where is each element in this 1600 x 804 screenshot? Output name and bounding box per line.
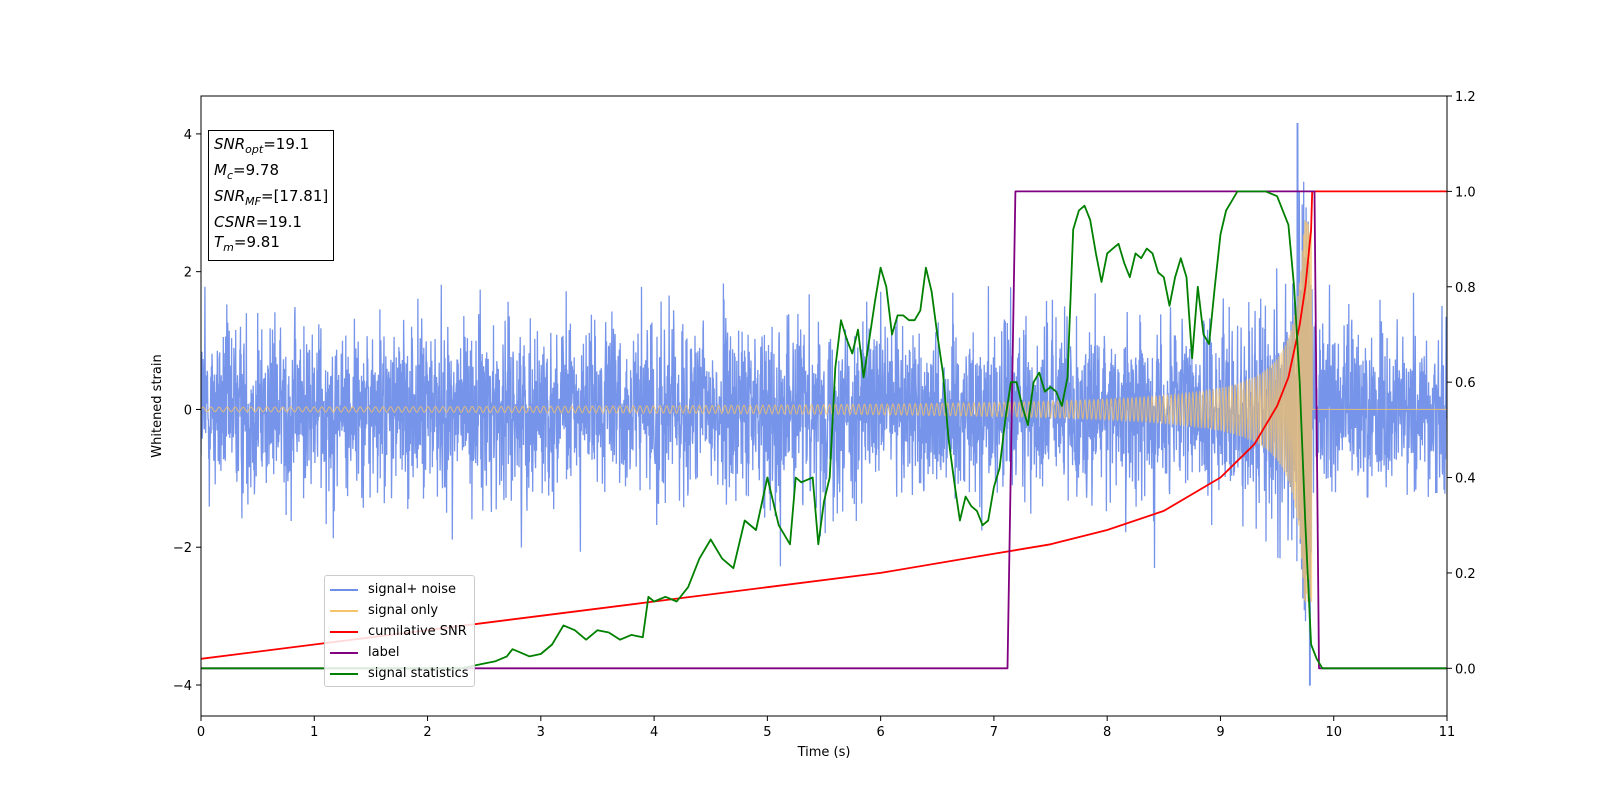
info-tm-symbol: T (214, 233, 224, 251)
x-tick-label: 4 (650, 725, 658, 740)
info-snr-opt: SNRopt=19.1 (214, 134, 328, 160)
y-tick-label: −2 (173, 541, 192, 556)
info-tm-value: =9.81 (233, 233, 280, 251)
legend-swatch-label (330, 651, 358, 654)
legend-item-signal-statistics: signal statistics (330, 663, 469, 684)
legend-swatch-signal-only (330, 609, 358, 612)
y-tick-label: 0 (184, 403, 192, 418)
y2-tick-label: 1.0 (1455, 185, 1476, 200)
y-tick-label: 4 (184, 128, 192, 143)
x-tick-label: 2 (423, 725, 431, 740)
info-snr-mf-value: =[17.81] (261, 187, 329, 205)
info-csnr: CSNR=19.1 (214, 212, 328, 232)
info-snr-mf-symbol: SNR (214, 187, 246, 205)
y2-tick-label: 0.6 (1455, 376, 1476, 391)
x-tick-label: 7 (990, 725, 998, 740)
x-tick-label: 10 (1325, 725, 1342, 740)
info-mc-sub: c (226, 169, 234, 182)
legend-swatch-cumulative-snr (330, 630, 358, 633)
legend-swatch-signal-noise (330, 588, 358, 591)
legend-item-signal-only: signal only (330, 600, 469, 621)
info-tm: Tm=9.81 (214, 232, 328, 258)
x-tick-label: 11 (1439, 725, 1456, 740)
x-tick-label: 5 (763, 725, 771, 740)
info-mc-symbol: M (214, 161, 227, 179)
y-axis-label: Whitened strain (150, 354, 165, 457)
legend: signal+ noise signal only cumilative SNR… (324, 575, 475, 687)
x-axis-label: Time (s) (797, 745, 851, 760)
y2-tick-label: 0.8 (1455, 281, 1476, 296)
legend-item-signal-noise: signal+ noise (330, 579, 469, 600)
legend-swatch-signal-statistics (330, 672, 358, 675)
info-mc-value: =9.78 (233, 161, 279, 179)
y2-tick-label: 1.2 (1455, 90, 1476, 105)
legend-label-label: label (368, 645, 400, 660)
info-snr-opt-value: =19.1 (263, 135, 310, 153)
x-tick-label: 9 (1216, 725, 1224, 740)
y-tick-label: −4 (173, 679, 192, 694)
y2-tick-label: 0.2 (1455, 567, 1476, 582)
info-snr-opt-sub: opt (245, 143, 264, 156)
info-snr-mf-sub: MF (245, 195, 261, 208)
y2-tick-label: 0.4 (1455, 472, 1476, 487)
info-csnr-value: =19.1 (255, 213, 302, 231)
series-signal-only (201, 220, 1447, 603)
info-csnr-symbol: CSNR (214, 213, 256, 231)
x-tick-label: 8 (1103, 725, 1111, 740)
info-snr-mf: SNRMF=[17.81] (214, 186, 328, 212)
info-tm-sub: m (223, 241, 234, 254)
x-tick-label: 6 (876, 725, 884, 740)
legend-label-signal-statistics: signal statistics (368, 666, 469, 681)
x-tick-label: 0 (197, 725, 205, 740)
x-tick-label: 1 (310, 725, 318, 740)
series-signal-noise (201, 122, 1447, 686)
y2-tick-label: 0.0 (1455, 662, 1476, 677)
y-tick-label: 2 (184, 266, 192, 281)
legend-label-signal-noise: signal+ noise (368, 582, 457, 597)
info-mc: Mc=9.78 (214, 160, 328, 186)
legend-label-signal-only: signal only (368, 603, 439, 618)
legend-item-cumulative-snr: cumilative SNR (330, 621, 469, 642)
series-signal-statistics (201, 190, 1447, 670)
legend-label-cumulative-snr: cumilative SNR (368, 624, 467, 639)
plot-frame (200, 95, 1448, 717)
x-tick-label: 3 (537, 725, 545, 740)
series-cumulative-snr (201, 190, 1447, 660)
legend-item-label: label (330, 642, 469, 663)
info-box: SNRopt=19.1 Mc=9.78 SNRMF=[17.81] CSNR=1… (208, 130, 335, 261)
info-snr-opt-symbol: SNR (214, 135, 246, 153)
